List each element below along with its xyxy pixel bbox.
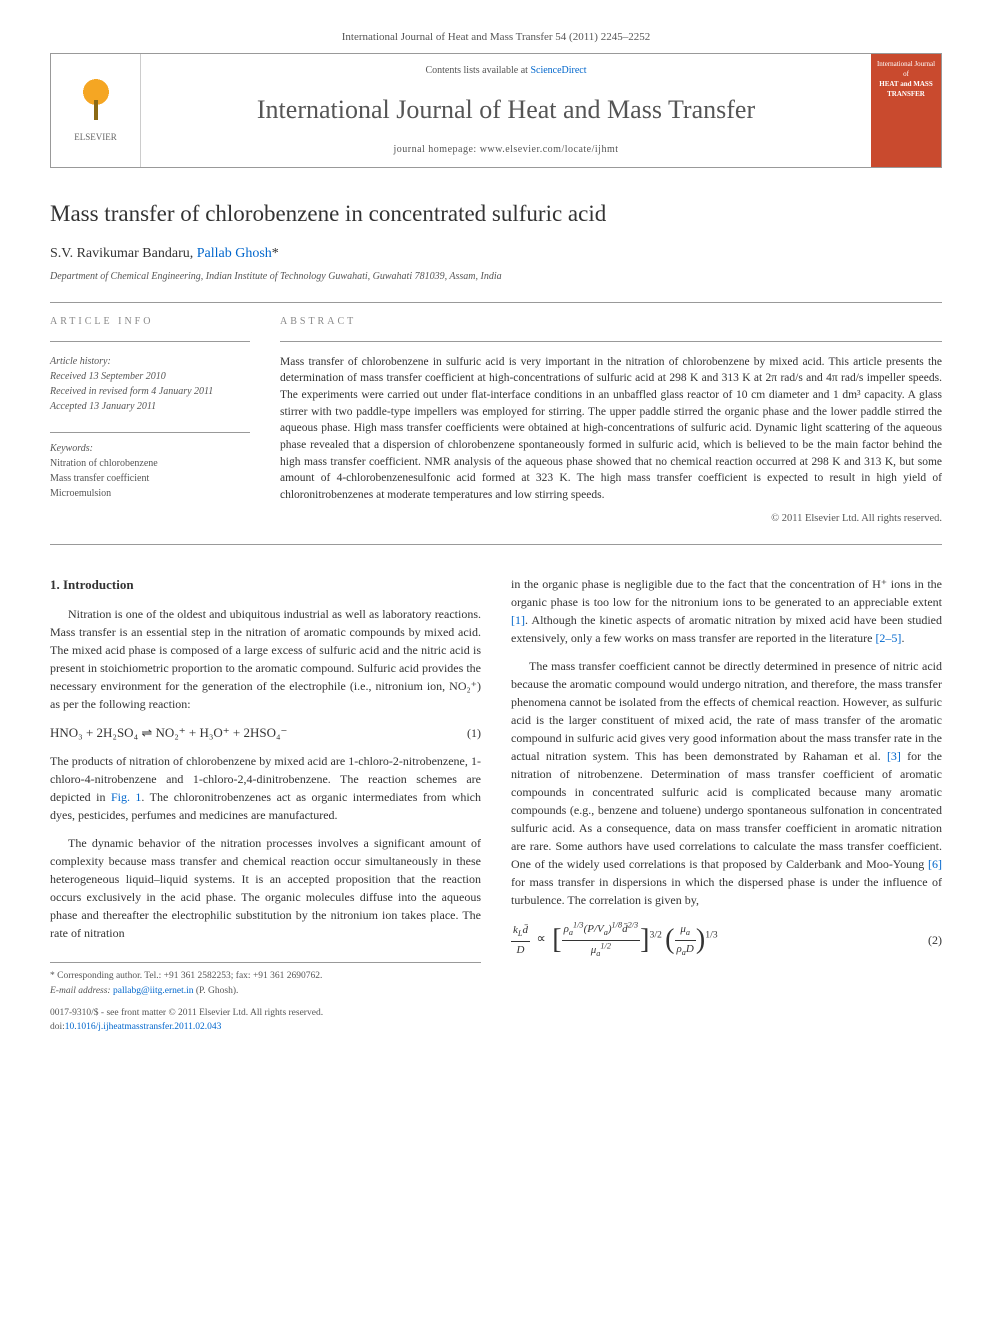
info-abstract-row: ARTICLE INFO Article history: Received 1… bbox=[50, 315, 942, 527]
equation-2-number: (2) bbox=[912, 931, 942, 949]
homepage-line: journal homepage: www.elsevier.com/locat… bbox=[151, 143, 861, 157]
divider bbox=[50, 544, 942, 545]
equation-2-row: kLd̄D ∝ [ ρa1/3(P/Va)1/8d̄2/3 μa1/2 ] 3/… bbox=[511, 919, 942, 960]
abstract-copyright: © 2011 Elsevier Ltd. All rights reserved… bbox=[280, 512, 942, 527]
affiliation: Department of Chemical Engineering, Indi… bbox=[50, 270, 942, 284]
doi-line: doi:10.1016/j.ijheatmasstransfer.2011.02… bbox=[50, 1020, 481, 1034]
paragraph-5: The mass transfer coefficient cannot be … bbox=[511, 657, 942, 909]
article-info-column: ARTICLE INFO Article history: Received 1… bbox=[50, 315, 250, 527]
issn-block: 0017-9310/$ - see front matter © 2011 El… bbox=[50, 1006, 481, 1035]
keyword-3: Microemulsion bbox=[50, 486, 250, 501]
authors: S.V. Ravikumar Bandaru, Pallab Ghosh* bbox=[50, 244, 942, 264]
email-line: E-mail address: pallabg@iitg.ernet.in (P… bbox=[50, 984, 481, 998]
elsevier-label: ELSEVIER bbox=[74, 131, 117, 144]
abstract-text: Mass transfer of chlorobenzene in sulfur… bbox=[280, 354, 942, 504]
paragraph-4: in the organic phase is negligible due t… bbox=[511, 575, 942, 647]
journal-header: ELSEVIER Contents lists available at Sci… bbox=[50, 53, 942, 167]
author-1: S.V. Ravikumar Bandaru, bbox=[50, 246, 197, 261]
cover-line1: International Journal of bbox=[875, 60, 937, 80]
elsevier-logo[interactable]: ELSEVIER bbox=[51, 54, 141, 166]
p5b: for the nitration of nitrobenzene. Deter… bbox=[511, 749, 942, 871]
received-date: Received 13 September 2010 bbox=[50, 369, 250, 384]
equation-1-row: HNO₃ + 2H₂SO₄ ⇌ NO₂⁺ + H₃O⁺ + 2HSO₄⁻ (1) bbox=[50, 723, 481, 743]
p5a: The mass transfer coefficient cannot be … bbox=[511, 659, 942, 763]
ref-6-link[interactable]: [6] bbox=[928, 857, 942, 871]
keywords-label: Keywords: bbox=[50, 441, 250, 456]
accepted-date: Accepted 13 January 2011 bbox=[50, 399, 250, 414]
contents-line: Contents lists available at ScienceDirec… bbox=[151, 64, 861, 78]
sciencedirect-link[interactable]: ScienceDirect bbox=[530, 65, 586, 76]
article-title: Mass transfer of chlorobenzene in concen… bbox=[50, 198, 942, 230]
email-link[interactable]: pallabg@iitg.ernet.in bbox=[113, 986, 194, 996]
article-info-label: ARTICLE INFO bbox=[50, 315, 250, 329]
history-label: Article history: bbox=[50, 354, 250, 369]
equation-1: HNO₃ + 2H₂SO₄ ⇌ NO₂⁺ + H₃O⁺ + 2HSO₄⁻ bbox=[50, 723, 451, 743]
paragraph-1: Nitration is one of the oldest and ubiqu… bbox=[50, 605, 481, 713]
keyword-2: Mass transfer coefficient bbox=[50, 471, 250, 486]
elsevier-tree-icon bbox=[71, 77, 121, 127]
p4c: . bbox=[901, 631, 904, 645]
intro-heading: 1. Introduction bbox=[50, 575, 481, 595]
doi-label: doi: bbox=[50, 1022, 65, 1032]
journal-title: International Journal of Heat and Mass T… bbox=[151, 92, 861, 128]
equation-2: kLd̄D ∝ [ ρa1/3(P/Va)1/8d̄2/3 μa1/2 ] 3/… bbox=[511, 919, 912, 960]
header-center: Contents lists available at ScienceDirec… bbox=[141, 54, 871, 166]
abstract-column: ABSTRACT Mass transfer of chlorobenzene … bbox=[280, 315, 942, 527]
cover-line3: TRANSFER bbox=[887, 90, 925, 100]
abstract-label: ABSTRACT bbox=[280, 315, 942, 329]
fig-1-link[interactable]: Fig. 1 bbox=[111, 790, 141, 804]
keyword-1: Nitration of chlorobenzene bbox=[50, 456, 250, 471]
email-name: (P. Ghosh). bbox=[194, 986, 239, 996]
doi-link[interactable]: 10.1016/j.ijheatmasstransfer.2011.02.043 bbox=[65, 1022, 222, 1032]
paragraph-2: The products of nitration of chlorobenze… bbox=[50, 752, 481, 824]
article-history: Article history: Received 13 September 2… bbox=[50, 354, 250, 414]
corresponding-author: * Corresponding author. Tel.: +91 361 25… bbox=[50, 969, 481, 983]
divider bbox=[280, 341, 942, 342]
ref-3-link[interactable]: [3] bbox=[887, 749, 901, 763]
keywords-block: Keywords: Nitration of chlorobenzene Mas… bbox=[50, 432, 250, 501]
homepage-url[interactable]: www.elsevier.com/locate/ijhmt bbox=[480, 144, 619, 155]
ref-1-link[interactable]: [1] bbox=[511, 613, 525, 627]
paragraph-3: The dynamic behavior of the nitration pr… bbox=[50, 834, 481, 942]
right-column: in the organic phase is negligible due t… bbox=[511, 575, 942, 1034]
journal-cover-thumbnail: International Journal of HEAT and MASS T… bbox=[871, 54, 941, 166]
divider bbox=[50, 302, 942, 303]
corresponding-mark: * bbox=[272, 246, 279, 261]
body-columns: 1. Introduction Nitration is one of the … bbox=[50, 575, 942, 1034]
cover-line2: HEAT and MASS bbox=[879, 80, 932, 90]
revised-date: Received in revised form 4 January 2011 bbox=[50, 384, 250, 399]
equation-1-number: (1) bbox=[451, 724, 481, 742]
ref-2-5-link[interactable]: [2–5] bbox=[875, 631, 901, 645]
journal-reference: International Journal of Heat and Mass T… bbox=[50, 30, 942, 45]
left-column: 1. Introduction Nitration is one of the … bbox=[50, 575, 481, 1034]
email-label: E-mail address: bbox=[50, 986, 113, 996]
contents-prefix: Contents lists available at bbox=[425, 65, 530, 76]
author-2-link[interactable]: Pallab Ghosh bbox=[197, 246, 272, 261]
issn-line: 0017-9310/$ - see front matter © 2011 El… bbox=[50, 1006, 481, 1020]
homepage-prefix: journal homepage: bbox=[393, 144, 479, 155]
p5c: for mass transfer in dispersions in whic… bbox=[511, 875, 942, 907]
p4a: in the organic phase is negligible due t… bbox=[511, 577, 942, 609]
corresponding-footer: * Corresponding author. Tel.: +91 361 25… bbox=[50, 962, 481, 998]
divider bbox=[50, 341, 250, 342]
